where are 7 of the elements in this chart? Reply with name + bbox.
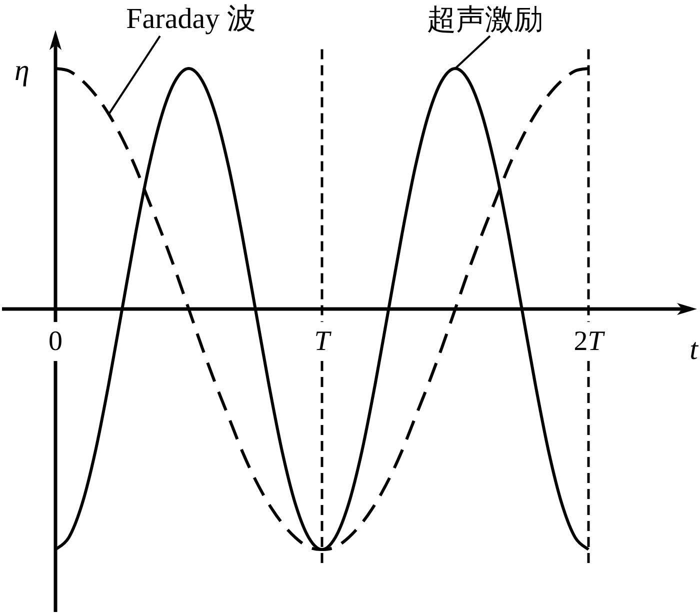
y-axis-title: η [14,54,30,87]
x-axis-title: t [690,333,699,366]
x-tick-label: 2T [574,326,606,357]
series-label: 超声激励 [427,4,543,36]
series-label: Faraday 波 [126,3,256,35]
x-tick-label: T [314,326,332,357]
x-tick-label: 0 [48,326,62,357]
